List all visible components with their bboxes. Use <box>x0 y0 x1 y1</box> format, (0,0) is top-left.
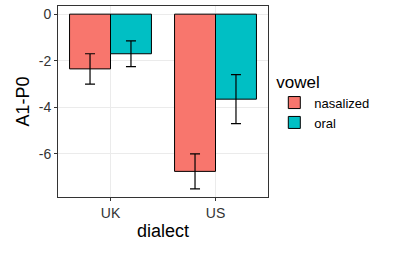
svg-text:oral: oral <box>314 116 336 131</box>
svg-text:-6: -6 <box>39 146 52 162</box>
svg-text:vowel: vowel <box>276 73 319 92</box>
svg-text:-2: -2 <box>39 53 52 69</box>
svg-text:nasalized: nasalized <box>314 96 369 111</box>
svg-text:dialect: dialect <box>137 221 189 241</box>
svg-text:A1-P0: A1-P0 <box>13 76 33 126</box>
svg-text:-4: -4 <box>39 99 52 115</box>
svg-text:US: US <box>206 205 225 221</box>
svg-text:0: 0 <box>43 6 51 22</box>
svg-text:UK: UK <box>101 205 121 221</box>
